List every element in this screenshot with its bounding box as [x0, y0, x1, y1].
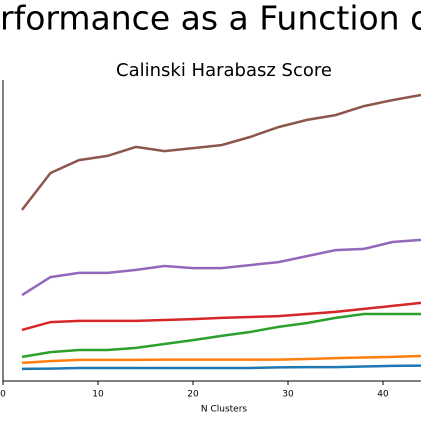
line-series [21, 238, 421, 297]
x-tick-label: 20 [187, 390, 199, 400]
chart-title: Calinski Harabasz Score [116, 60, 332, 81]
x-tick-label: 10 [92, 390, 104, 400]
line-series [21, 93, 421, 211]
line-series [21, 364, 421, 371]
x-axis-label: N Clusters [201, 405, 248, 415]
line-series [21, 354, 421, 365]
figure-title: erformance as a Function o [0, 0, 421, 38]
x-tick-label: 40 [377, 390, 389, 400]
x-tick-label: 0 [0, 390, 6, 400]
line-series [21, 301, 421, 332]
x-tick-label: 30 [282, 390, 294, 400]
line-series [21, 312, 421, 359]
